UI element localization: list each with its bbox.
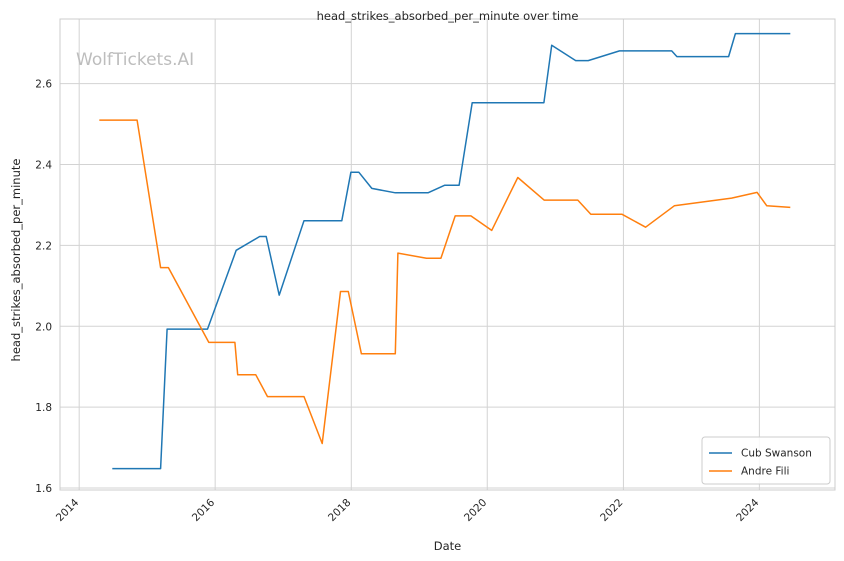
legend: Cub Swanson Andre Fili bbox=[701, 436, 831, 485]
series-lines bbox=[99, 32, 791, 470]
y-axis-label: head_strikes_absorbed_per_minute bbox=[9, 159, 23, 362]
legend-box bbox=[701, 436, 831, 485]
x-axis-label: Date bbox=[434, 539, 462, 553]
tick-labels: 2014 2016 2018 2020 2022 2024 1.6 1.8 2.0 2.2 2.4 2… bbox=[35, 79, 761, 524]
grid bbox=[60, 19, 835, 490]
y-tick-label: 1.6 bbox=[35, 483, 52, 495]
x-tick-label: 2022 bbox=[598, 497, 625, 524]
y-tick-label: 2.6 bbox=[35, 79, 52, 91]
chart-title: head_strikes_absorbed_per_minute over ti… bbox=[317, 9, 579, 23]
series-line-andre-fili bbox=[99, 119, 791, 445]
x-tick-label: 2016 bbox=[190, 496, 218, 524]
x-tick-label: 2024 bbox=[734, 496, 762, 524]
x-tick-label: 2014 bbox=[54, 496, 82, 524]
x-tick-label: 2018 bbox=[326, 497, 353, 524]
x-tick-label: 2020 bbox=[462, 497, 489, 524]
watermark-text: WolfTickets.AI bbox=[76, 50, 194, 70]
y-tick-label: 1.8 bbox=[35, 402, 52, 414]
legend-label-andre-fili: Andre Fili bbox=[741, 466, 789, 478]
series-line-cub-swanson bbox=[112, 32, 791, 470]
y-tick-label: 2.2 bbox=[35, 240, 52, 252]
y-tick-label: 2.0 bbox=[35, 321, 52, 333]
legend-label-cub-swanson: Cub Swanson bbox=[741, 448, 812, 460]
plot-frame bbox=[59, 18, 836, 491]
y-tick-label: 2.4 bbox=[35, 160, 52, 172]
